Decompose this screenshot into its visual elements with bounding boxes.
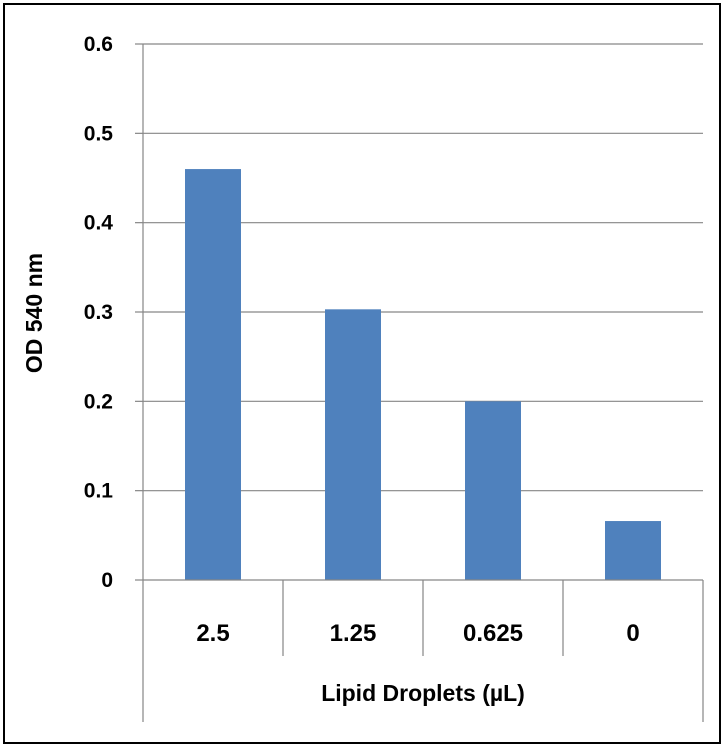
y-tick-label: 0 <box>101 569 113 592</box>
bar-2.5 <box>185 169 241 581</box>
y-tick-label: 0.6 <box>84 33 113 56</box>
x-category-labels: 2.5 1.25 0.625 0 <box>196 620 639 647</box>
x-axis-title: Lipid Droplets (µL) <box>321 680 525 706</box>
bars <box>185 169 661 581</box>
bar-1.25 <box>325 309 381 580</box>
x-category-label: 0 <box>626 620 639 647</box>
y-tick-label: 0.2 <box>84 390 113 413</box>
bar-0 <box>605 521 661 580</box>
y-tick-label: 0.1 <box>84 480 114 503</box>
x-category-label: 2.5 <box>196 620 229 647</box>
axes <box>135 43 704 722</box>
bar-0.625 <box>465 401 521 580</box>
x-category-label: 0.625 <box>463 620 523 647</box>
y-tick-label: 0.4 <box>84 212 114 235</box>
y-tick-label: 0.3 <box>84 301 113 324</box>
x-category-label: 1.25 <box>330 620 377 647</box>
y-tick-labels: 0 0.1 0.2 0.3 0.4 0.5 0.6 <box>84 33 114 592</box>
y-tick-label: 0.5 <box>84 122 114 145</box>
y-axis-title: OD 540 nm <box>21 253 47 373</box>
